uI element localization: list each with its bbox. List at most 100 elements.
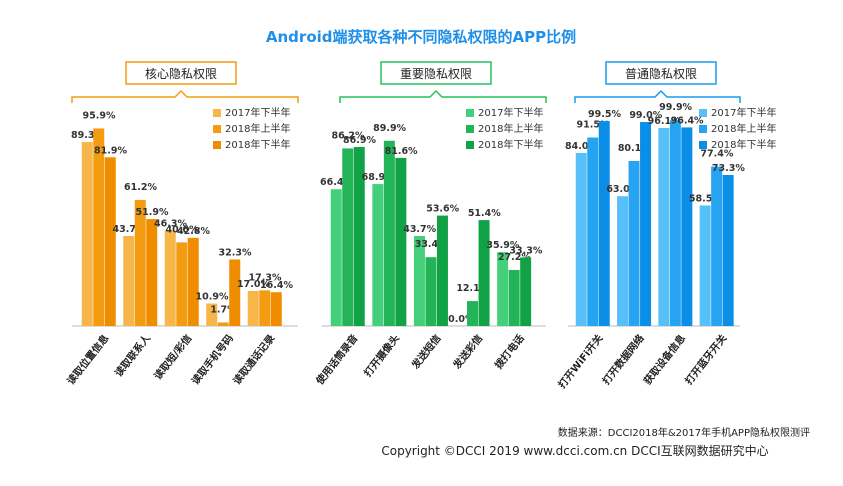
data-label: 35.9%	[486, 240, 519, 251]
category-label: 读取联系人	[112, 331, 154, 379]
data-label: 89.3%	[71, 130, 104, 141]
bar	[247, 290, 259, 326]
data-label: 99.5%	[588, 109, 621, 120]
legend-swatch	[699, 141, 707, 149]
data-label: 42.8%	[177, 226, 210, 237]
category-label: 使用话筒录音	[313, 332, 361, 388]
category-label: 读取手机号码	[189, 332, 236, 387]
bar	[681, 127, 693, 326]
chart-title: Android端获取各种不同隐私权限的APP比例	[266, 28, 576, 46]
legend-label: 2018年下半年	[711, 138, 776, 151]
bar	[628, 160, 640, 326]
bar	[81, 142, 93, 326]
data-label: 32.3%	[219, 247, 252, 258]
data-label: 84.0%	[565, 141, 598, 152]
bar	[342, 148, 354, 326]
category-label: 打开摄像头	[361, 332, 402, 379]
category-label: 打开WiFi开关	[555, 332, 605, 391]
bar	[330, 189, 342, 326]
bar	[395, 157, 407, 326]
data-label: 1.7%	[210, 304, 237, 315]
data-label: 96.4%	[671, 115, 704, 126]
group-label: 重要隐私权限	[400, 67, 472, 81]
data-label: 0.0%	[448, 314, 475, 325]
category-label: 读取通话记录	[230, 332, 277, 387]
category-label: 发送彩信	[450, 332, 485, 372]
bar	[146, 219, 158, 326]
bar	[164, 230, 176, 326]
data-label: 68.9%	[362, 172, 395, 183]
bar	[372, 184, 384, 326]
data-label: 96.1%	[648, 116, 681, 127]
legend-label: 2018年下半年	[225, 138, 290, 151]
legend-swatch	[699, 125, 707, 133]
bar	[134, 199, 146, 326]
legend-swatch	[699, 109, 707, 117]
data-label: 33.4%	[415, 239, 448, 250]
data-label: 40.6%	[166, 224, 199, 235]
bar	[699, 205, 711, 326]
legend-swatch	[466, 141, 474, 149]
data-label: 86.2%	[332, 130, 365, 141]
data-label: 46.3%	[154, 219, 187, 230]
bar	[467, 301, 479, 326]
data-label: 43.7%	[113, 224, 146, 235]
data-label: 91.5%	[577, 120, 610, 131]
bar	[722, 175, 734, 326]
bar	[353, 146, 365, 326]
legend-label: 2017年下半年	[711, 106, 776, 119]
legend-label: 2018年上半年	[711, 122, 776, 135]
bar	[497, 252, 509, 326]
bar	[508, 269, 520, 326]
legend-swatch	[213, 109, 221, 117]
data-label: 77.4%	[700, 149, 733, 160]
legend-swatch	[213, 125, 221, 133]
data-label: 63.0%	[606, 184, 639, 195]
legend-swatch	[466, 125, 474, 133]
bar	[669, 120, 681, 327]
category-label: 读取短/彩信	[151, 332, 194, 382]
data-label: 51.4%	[468, 208, 501, 219]
bar	[598, 121, 610, 326]
group-1: 核心隐私权限 2017年下半年 2018年上半年 2018年下半年 89.3% 95.9%…	[64, 61, 299, 387]
bar	[270, 292, 282, 326]
group-bracket	[339, 89, 547, 103]
bar	[187, 237, 199, 326]
data-label: 73.3%	[712, 163, 745, 174]
category-label: 拨打电话	[492, 332, 527, 372]
bar	[259, 290, 271, 326]
data-label: 51.9%	[136, 207, 169, 218]
group-2: 重要隐私权限 2017年下半年 2018年上半年 2018年下半年 66.4% 86.2%…	[313, 61, 547, 388]
category-label: 发送短信	[408, 332, 443, 372]
data-label: 61.2%	[124, 182, 157, 193]
group-bracket	[71, 89, 299, 103]
category-label: 获取设备信息	[640, 332, 688, 388]
bar	[436, 215, 448, 326]
data-label: 53.6%	[426, 204, 459, 215]
bar	[520, 257, 532, 326]
legend-label: 2017年下半年	[478, 106, 543, 119]
data-label: 86.9%	[343, 135, 376, 146]
bar	[658, 128, 670, 326]
legend-label: 2018年上半年	[225, 122, 290, 135]
data-label: 99.0%	[629, 110, 662, 121]
legend-label: 2017年下半年	[225, 106, 290, 119]
legend-swatch	[213, 141, 221, 149]
bar	[123, 235, 135, 326]
data-label: 89.9%	[373, 123, 406, 134]
data-label: 43.7%	[403, 224, 436, 235]
data-source-note: 数据来源：DCCI2018年&2017年手机APP隐私权限测评	[558, 426, 810, 439]
data-label: 10.9%	[196, 292, 229, 303]
bar	[587, 137, 599, 326]
group-bracket	[574, 89, 741, 103]
group-label-box	[125, 61, 237, 85]
data-label: 80.1%	[618, 143, 651, 154]
data-label: 17.0%	[237, 279, 270, 290]
group-label-box	[605, 61, 717, 85]
legend-swatch	[466, 109, 474, 117]
data-label: 16.4%	[260, 280, 293, 291]
data-label: 27.2%	[498, 252, 531, 263]
bar	[711, 166, 723, 326]
